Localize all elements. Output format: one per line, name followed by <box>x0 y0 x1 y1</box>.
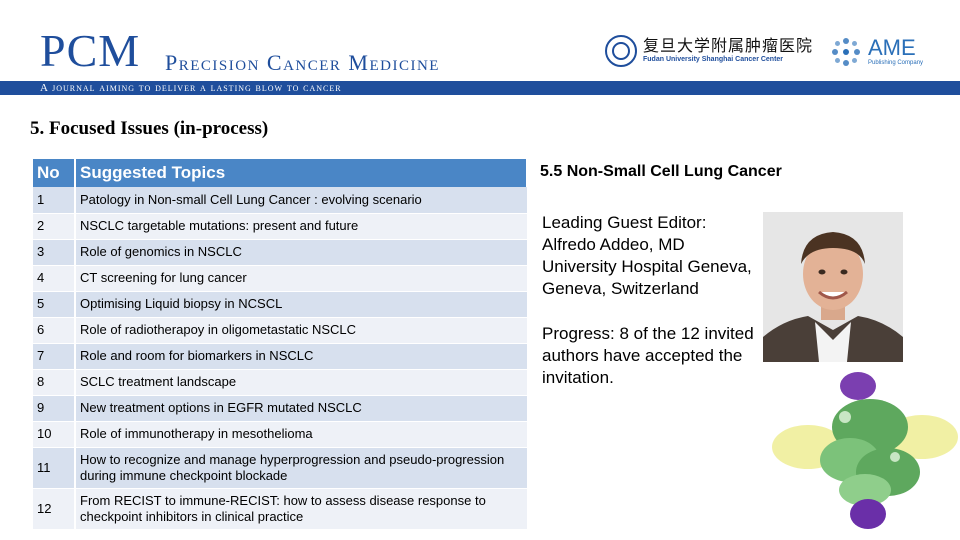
table-header-row: No Suggested Topics <box>33 159 528 187</box>
table-row: 10 Role of immunotherapy in mesothelioma <box>33 421 527 448</box>
row-topic: CT screening for lung cancer <box>75 265 527 292</box>
table-row: 7 Role and room for biomarkers in NSCLC <box>33 343 527 370</box>
topics-table: No Suggested Topics 1 Patology in Non-sma… <box>33 159 528 530</box>
fudan-name-en: Fudan University Shanghai Cancer Center <box>643 56 784 63</box>
pcm-logo: PCM <box>40 25 141 76</box>
journal-tagline: A journal aiming to deliver a lasting bl… <box>40 82 342 94</box>
row-no: 11 <box>33 447 76 489</box>
ame-logo: AME Publishing Company <box>828 34 923 70</box>
row-no: 2 <box>33 213 76 240</box>
section-title: 5. Focused Issues (in-process) <box>30 118 269 139</box>
row-topic: Role and room for biomarkers in NSCLC <box>75 343 527 370</box>
row-topic: New treatment options in EGFR mutated NS… <box>75 395 527 422</box>
table-row: 3 Role of genomics in NSCLC <box>33 239 527 266</box>
table-row: 5 Optimising Liquid biopsy in NCSCL <box>33 291 527 318</box>
editor-line: University Hospital Geneva, <box>542 257 752 276</box>
row-topic: NSCLC targetable mutations: present and … <box>75 213 527 240</box>
issue-title: 5.5 Non-Small Cell Lung Cancer <box>540 163 782 180</box>
table-row: 12 From RECIST to immune-RECIST: how to a… <box>33 488 527 530</box>
table-row: 4 CT screening for lung cancer <box>33 265 527 292</box>
row-no: 3 <box>33 239 76 266</box>
editor-info: Leading Guest Editor: Alfredo Addeo, MD … <box>542 212 764 300</box>
protein-structure-image <box>770 372 960 532</box>
row-topic: Role of radiotherapoy in oligometastatic… <box>75 317 527 344</box>
row-no: 4 <box>33 265 76 292</box>
progress-info: Progress: 8 of the 12 invited authors ha… <box>542 323 764 389</box>
row-no: 5 <box>33 291 76 318</box>
header-no: No <box>33 159 76 187</box>
row-topic: Patology in Non-small Cell Lung Cancer :… <box>75 187 527 214</box>
row-no: 1 <box>33 187 76 214</box>
ame-dots-icon <box>828 34 864 70</box>
row-topic: Optimising Liquid biopsy in NCSCL <box>75 291 527 318</box>
ame-name: AME <box>868 35 916 60</box>
row-no: 12 <box>33 488 76 530</box>
editor-photo <box>763 212 903 362</box>
header-band <box>0 81 960 95</box>
ame-subtitle: Publishing Company <box>868 60 924 66</box>
progress-line: Progress: 8 of the 12 invited <box>542 324 754 343</box>
fudan-seal-icon <box>605 35 637 67</box>
fudan-name-cn: 复旦大学附属肿瘤医院 <box>643 36 814 55</box>
table-row: 11 How to recognize and manage hyperprogr… <box>33 447 527 489</box>
row-topic: SCLC treatment landscape <box>75 369 527 396</box>
progress-line: invitation. <box>542 368 614 387</box>
journal-name: Precision Cancer Medicine <box>165 50 440 75</box>
table-row: 6 Role of radiotherapoy in oligometastati… <box>33 317 527 344</box>
table-row: 2 NSCLC targetable mutations: present and… <box>33 213 527 240</box>
editor-line: Geneva, Switzerland <box>542 279 699 298</box>
row-no: 7 <box>33 343 76 370</box>
row-no: 6 <box>33 317 76 344</box>
row-no: 9 <box>33 395 76 422</box>
table-row: 1 Patology in Non-small Cell Lung Cancer … <box>33 187 527 214</box>
header-topics: Suggested Topics <box>75 159 528 187</box>
row-no: 8 <box>33 369 76 396</box>
row-topic: How to recognize and manage hyperprogres… <box>75 447 527 489</box>
fudan-logo: 复旦大学附属肿瘤医院 Fudan University Shanghai Can… <box>605 35 813 67</box>
row-topic: Role of immunotherapy in mesothelioma <box>75 421 527 448</box>
editor-line: Leading Guest Editor: <box>542 213 707 232</box>
row-topic: From RECIST to immune-RECIST: how to ass… <box>75 488 527 530</box>
row-topic: Role of genomics in NSCLC <box>75 239 527 266</box>
table-row: 9 New treatment options in EGFR mutated N… <box>33 395 527 422</box>
table-row: 8 SCLC treatment landscape <box>33 369 527 396</box>
row-no: 10 <box>33 421 76 448</box>
editor-line: Alfredo Addeo, MD <box>542 235 685 254</box>
progress-line: authors have accepted the <box>542 346 743 365</box>
